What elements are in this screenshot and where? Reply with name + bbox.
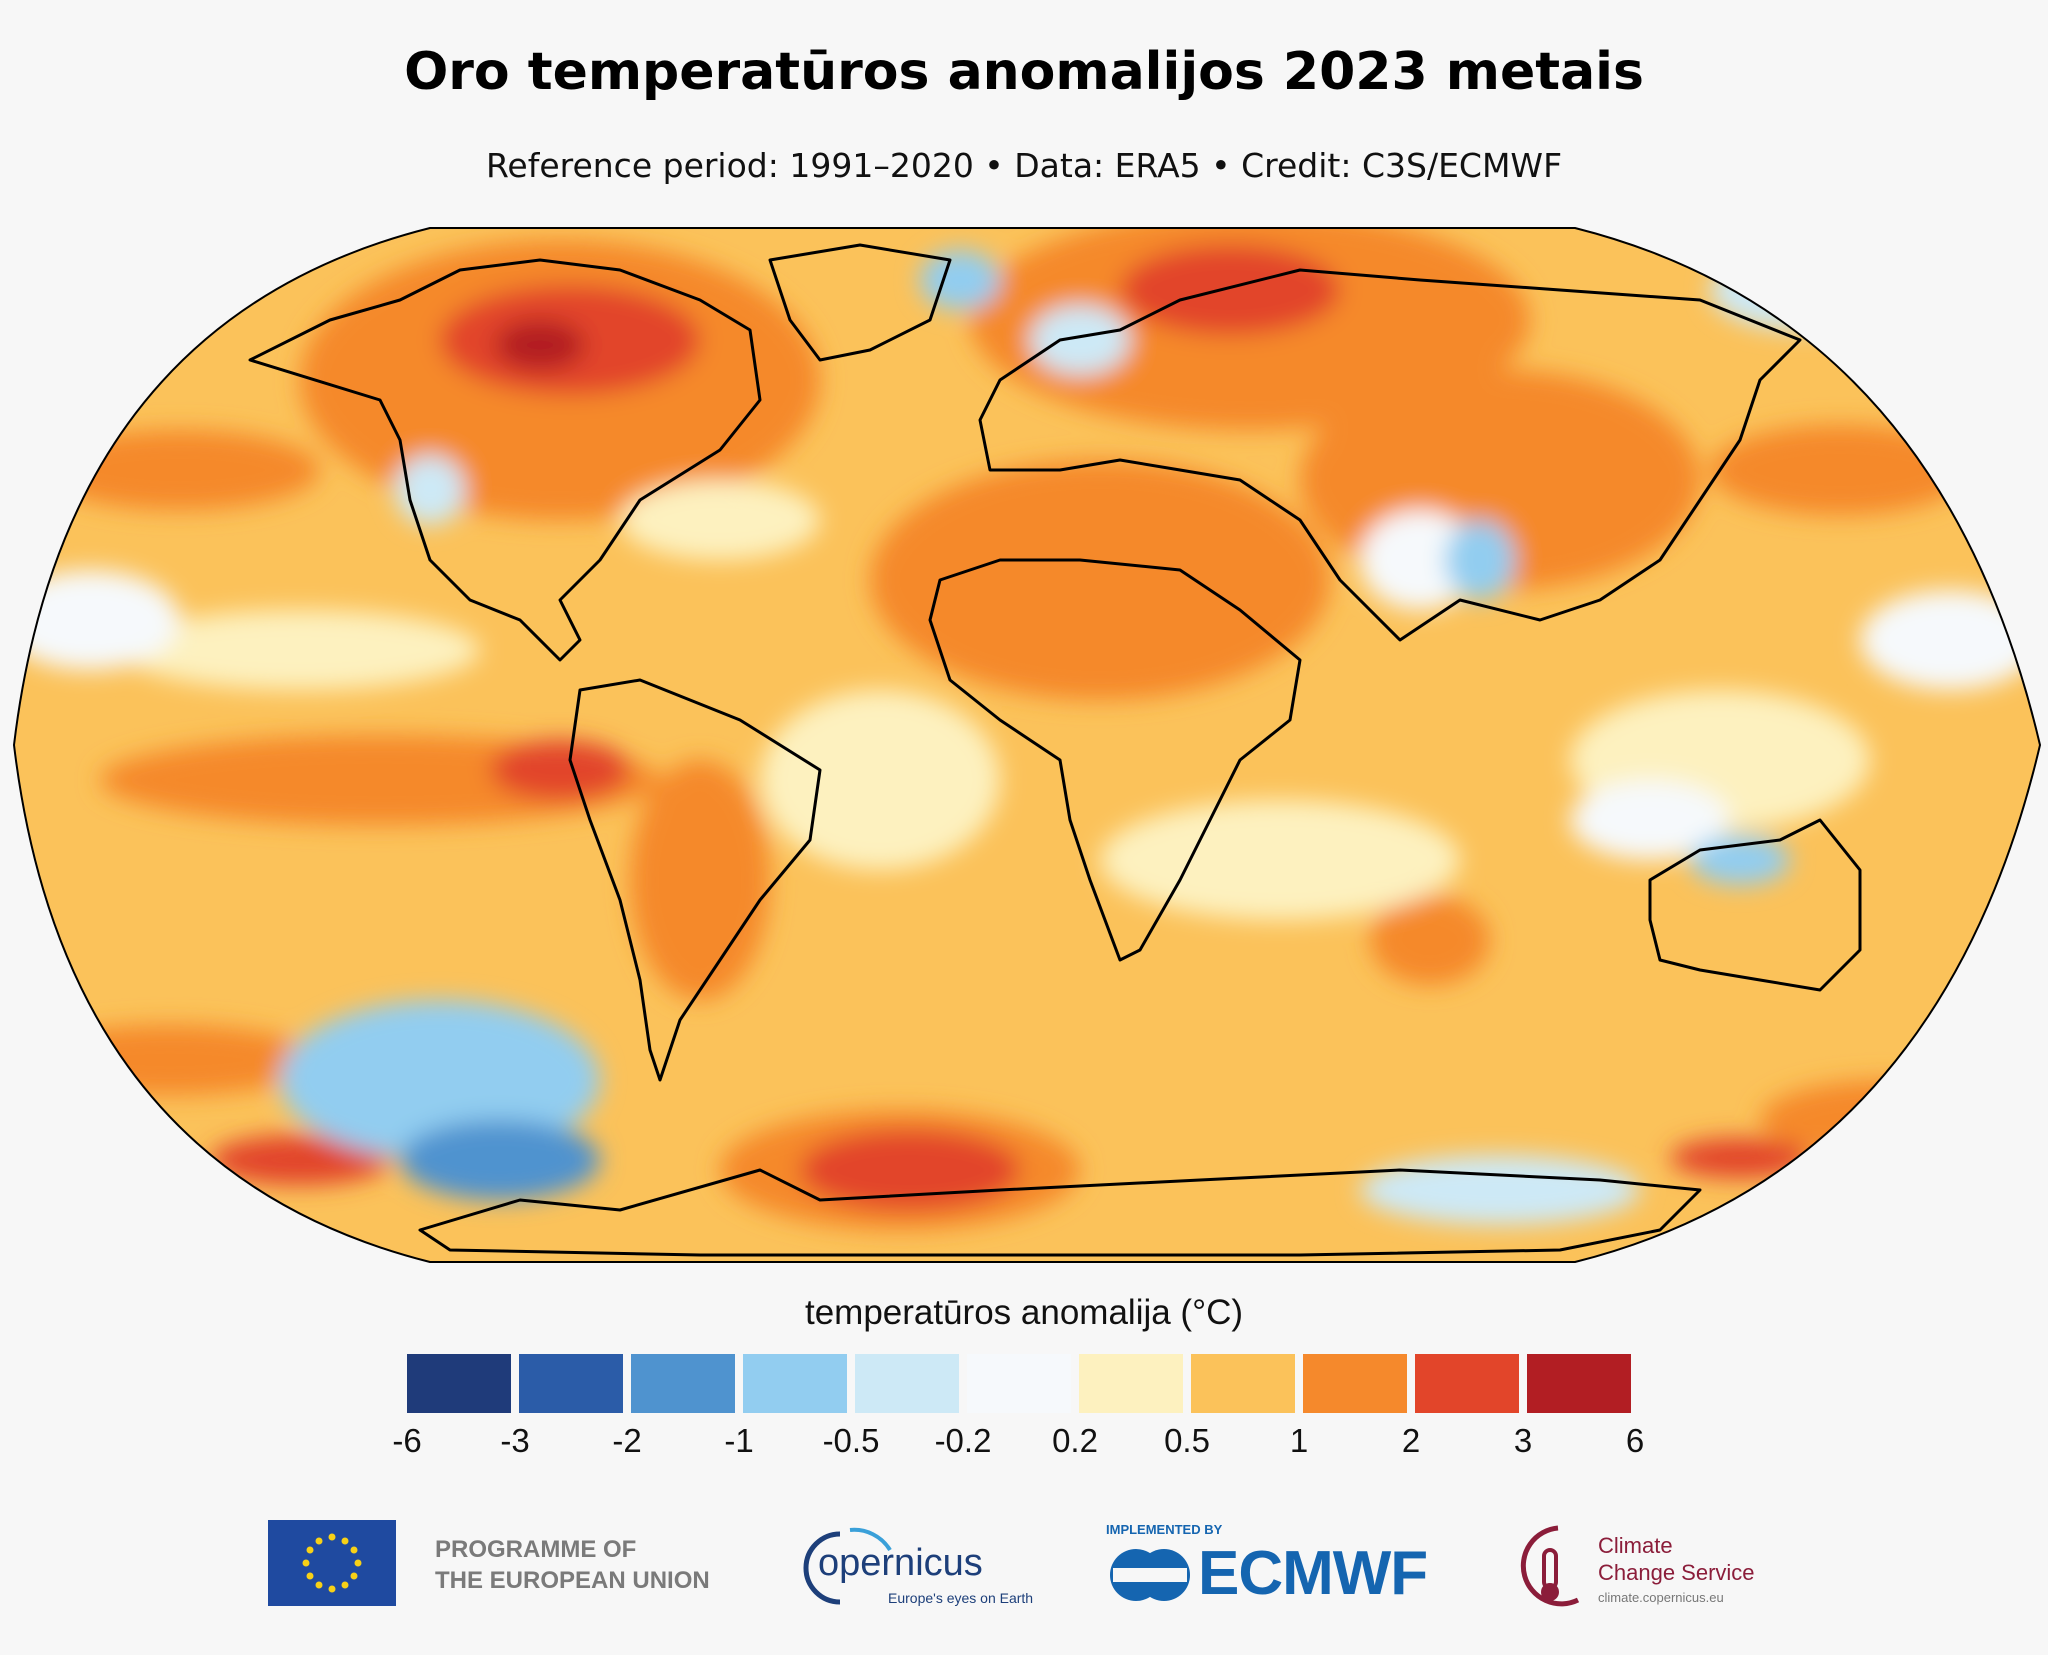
c3s-url: climate.copernicus.eu — [1598, 1590, 1724, 1605]
south-america-coast — [568, 678, 822, 1082]
legend-tick-label: 3 — [1513, 1422, 1533, 1459]
c3s-line1: Climate — [1598, 1533, 1673, 1558]
copernicus-name: opernicus — [818, 1542, 983, 1584]
c3s-line2: Change Service — [1598, 1560, 1755, 1585]
legend-swatch — [967, 1354, 1071, 1413]
legend-tick-label: -0.5 — [822, 1422, 880, 1459]
thermometer-cloud-icon — [1520, 1525, 1580, 1607]
legend-swatch — [1527, 1354, 1631, 1413]
legend-swatch — [407, 1354, 511, 1413]
legend-tick-label: 0.5 — [1164, 1422, 1210, 1459]
legend-tick-label: 0.2 — [1052, 1422, 1098, 1459]
legend-swatch — [631, 1354, 735, 1413]
map-title: Oro temperatūros anomalijos 2023 metais — [404, 42, 1644, 102]
anomaly-field — [14, 228, 2040, 1262]
eu-programme-text: PROGRAMME OF THE EUROPEAN UNION — [435, 1534, 710, 1596]
c3s-name: Climate Change Service — [1598, 1532, 1755, 1586]
legend-swatch — [743, 1354, 847, 1413]
legend-ticks: -6 -3 -2 -1 -0.5 -0.2 0.2 0.5 1 2 3 6 — [0, 1422, 2048, 1472]
legend-swatch — [1079, 1354, 1183, 1413]
globe-outline — [12, 227, 2042, 1263]
ecmwf-symbol-icon — [1110, 1549, 1190, 1601]
map-subtitle: Reference period: 1991–2020 • Data: ERA5… — [485, 146, 1563, 185]
antarctica-coast — [418, 1168, 1702, 1257]
color-legend — [407, 1354, 1631, 1413]
copernicus-swirl-icon — [803, 1527, 892, 1605]
legend-swatch — [855, 1354, 959, 1413]
legend-swatch — [519, 1354, 623, 1413]
legend-tick-label: 6 — [1625, 1422, 1645, 1459]
legend-tick-label: -3 — [500, 1422, 530, 1459]
north-america-coast — [248, 258, 762, 662]
eu-flag-logo — [268, 1520, 396, 1606]
legend-swatch — [1415, 1354, 1519, 1413]
greenland-coast — [768, 243, 952, 362]
africa-coast — [928, 558, 1302, 962]
footer-logos: PROGRAMME OF THE EUROPEAN UNION opernicu… — [0, 1510, 2048, 1620]
legend-swatch — [1303, 1354, 1407, 1413]
legend-tick-label: 1 — [1289, 1422, 1309, 1459]
legend-swatch — [1191, 1354, 1295, 1413]
legend-tick-label: -2 — [612, 1422, 642, 1459]
australia-coast — [1648, 818, 1862, 992]
europe-asia-coast — [978, 268, 1802, 642]
legend-tick-label: -0.2 — [934, 1422, 992, 1459]
ecmwf-implemented-by: IMPLEMENTED BY — [1106, 1522, 1223, 1537]
copernicus-tagline: Europe's eyes on Earth — [888, 1590, 1034, 1606]
legend-tick-label: -6 — [392, 1422, 422, 1459]
legend-tick-label: -1 — [724, 1422, 754, 1459]
legend-title: temperatūros anomalija (°C) — [804, 1293, 1244, 1332]
legend-tick-label: 2 — [1401, 1422, 1421, 1459]
eu-text-line2: THE EUROPEAN UNION — [435, 1567, 710, 1594]
ecmwf-name: ECMWF — [1198, 1539, 1428, 1608]
eu-text-line1: PROGRAMME OF — [435, 1536, 637, 1563]
